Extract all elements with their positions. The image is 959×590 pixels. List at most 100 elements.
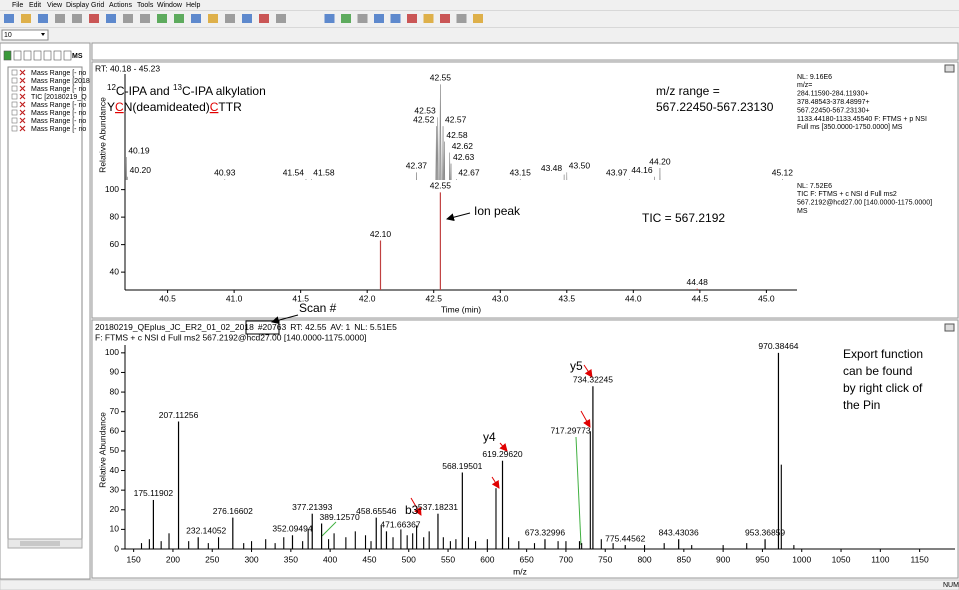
x-tick-label: 350 [284,554,298,564]
menu-item[interactable]: Actions [109,2,132,9]
tree-item[interactable]: Mass Range [- no [31,126,86,133]
tree-item[interactable]: TIC [20180219_Q [31,94,87,101]
peak-label: 40.20 [130,165,152,175]
peak-label: 42.10 [370,229,392,239]
toolbar-icon[interactable] [259,14,269,23]
menu-item[interactable]: Display [66,2,89,9]
left-tool-icon[interactable] [3,50,12,61]
toolbar-icon[interactable] [341,14,351,23]
toolbar-icon[interactable] [473,14,483,23]
toolbar-icon[interactable] [324,14,335,23]
pin-icon[interactable] [944,323,955,332]
toolbar-icon[interactable] [55,14,65,23]
tree-icon[interactable] [19,77,26,84]
x-tick-label: 41.5 [292,293,309,303]
tree-icon[interactable] [19,117,26,124]
ion-label: y5 [570,359,583,373]
left-tool-icon[interactable] [63,50,72,61]
toolbar-icon[interactable] [456,14,467,23]
tree-expander[interactable] [11,125,18,132]
x-tick-label: 400 [323,554,337,564]
left-tool-label[interactable]: MS [72,53,83,60]
zoom-value[interactable]: 10 [4,32,12,39]
menu-item[interactable]: Help [186,2,201,9]
x-tick-label: 450 [362,554,376,564]
menu-item[interactable]: Grid [91,2,104,9]
left-tool-icon[interactable] [53,50,62,61]
trace-info: MS [797,208,808,215]
y-tick-label: 20 [110,504,120,514]
tree-expander[interactable] [11,93,18,100]
tree-item[interactable]: Mass Range [- no [31,110,86,117]
tree-item[interactable]: Mass Range [- no [31,118,86,125]
tree-item[interactable]: Mass Range [- no [31,86,86,93]
toolbar-icon[interactable] [208,14,218,23]
tree-item[interactable]: Mass Range [- no [31,102,86,109]
left-tool-icon[interactable] [13,50,22,61]
toolbar-icon[interactable] [440,14,450,23]
tree-icon[interactable] [19,101,26,108]
toolbar-icon[interactable] [423,14,434,23]
tree-expander[interactable] [11,69,18,76]
x-tick-label: 600 [480,554,494,564]
tree-item[interactable]: Mass Range [2018 [31,78,90,85]
toolbar-icon[interactable] [225,14,235,23]
toolbar-icon[interactable] [374,14,384,23]
toolbar-icon[interactable] [106,14,116,23]
pin-icon[interactable] [944,64,955,73]
annotation-part: 12 [107,83,116,92]
toolbar-icon[interactable] [123,14,133,23]
tree-icon[interactable] [19,109,26,116]
toolbar-icon[interactable] [407,14,417,23]
x-tick-label: 41.0 [226,293,243,303]
tree-expander[interactable] [11,117,18,124]
annotation: Ion peak [474,204,521,218]
tree-expander[interactable] [11,85,18,92]
tree-icon[interactable] [19,69,26,76]
chrom-peak [654,176,655,180]
toolbar-icon[interactable] [38,14,48,23]
red-arrow [499,442,508,452]
chrom-peak [416,172,417,180]
scan-header-part: #20763 [258,322,287,332]
menu-item[interactable]: Edit [29,2,41,9]
scroll-thumb[interactable] [20,541,60,546]
left-tool-icon[interactable] [23,50,32,61]
toolbar-icon[interactable] [357,14,368,23]
toolbar-icon[interactable] [4,14,14,23]
chrom-peak [439,84,442,180]
menu-item[interactable]: File [12,2,23,9]
tree-item[interactable]: Mass Range [- no [31,70,86,77]
tree-expander[interactable] [11,109,18,116]
tree-icon[interactable] [19,125,26,132]
x-tick-label: 40.5 [159,293,176,303]
left-tool-icon[interactable] [43,50,52,61]
tree-expander[interactable] [11,101,18,108]
scan-header-part: NL: 5.51E5 [354,322,397,332]
y-tick-label: 30 [110,484,120,494]
toolbar-icon[interactable] [174,14,184,23]
peak-label: 232.14052 [186,525,226,535]
combo-arrow[interactable] [41,33,45,36]
toolbar-icon[interactable] [89,14,99,23]
toolbar-icon[interactable] [72,14,82,23]
toolbar-icon[interactable] [390,14,401,23]
toolbar-icon[interactable] [276,14,286,23]
tree-expander[interactable] [11,77,18,84]
toolbar-icon[interactable] [21,14,31,23]
toolbar-icon[interactable] [140,14,150,23]
menu-item[interactable]: View [47,2,63,9]
toolbar-icon[interactable] [242,14,252,23]
toolbar-icon[interactable] [157,14,167,23]
peak-label: 175.11902 [134,488,174,498]
tree-icon[interactable] [19,85,26,92]
left-tool-icon[interactable] [33,50,42,61]
peak-label: 42.37 [406,161,428,171]
tree-icon[interactable] [19,93,26,100]
menu-item[interactable]: Tools [137,2,154,9]
zoom-combo[interactable] [1,29,49,41]
menu-item[interactable]: Window [157,2,183,9]
peak-label: 45.12 [772,167,794,177]
y-tick-label: 80 [110,386,120,396]
toolbar-icon[interactable] [191,14,201,23]
